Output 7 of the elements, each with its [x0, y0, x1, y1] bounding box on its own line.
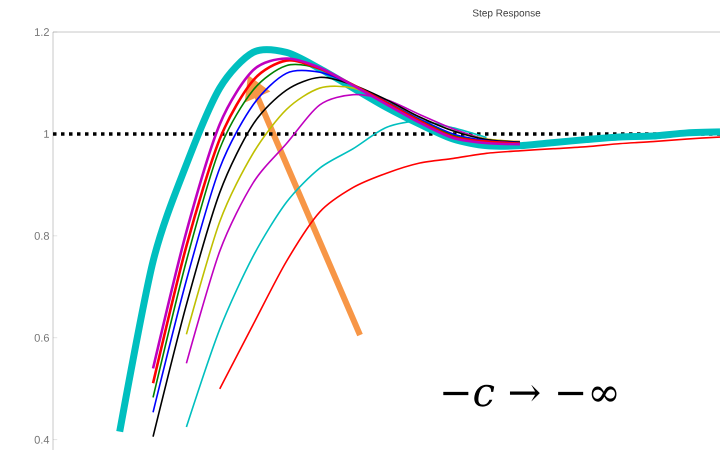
y-tick-label: 1 [44, 130, 49, 138]
y-tick-label: 0.6 [34, 334, 50, 342]
y-tick-label: 1.2 [35, 28, 49, 36]
annotation: −c → −∞ [443, 384, 616, 407]
chart-title: Step Response [472, 9, 540, 19]
y-tick-label: 0.8 [34, 232, 50, 240]
y-tick-label: 0.4 [34, 436, 50, 444]
